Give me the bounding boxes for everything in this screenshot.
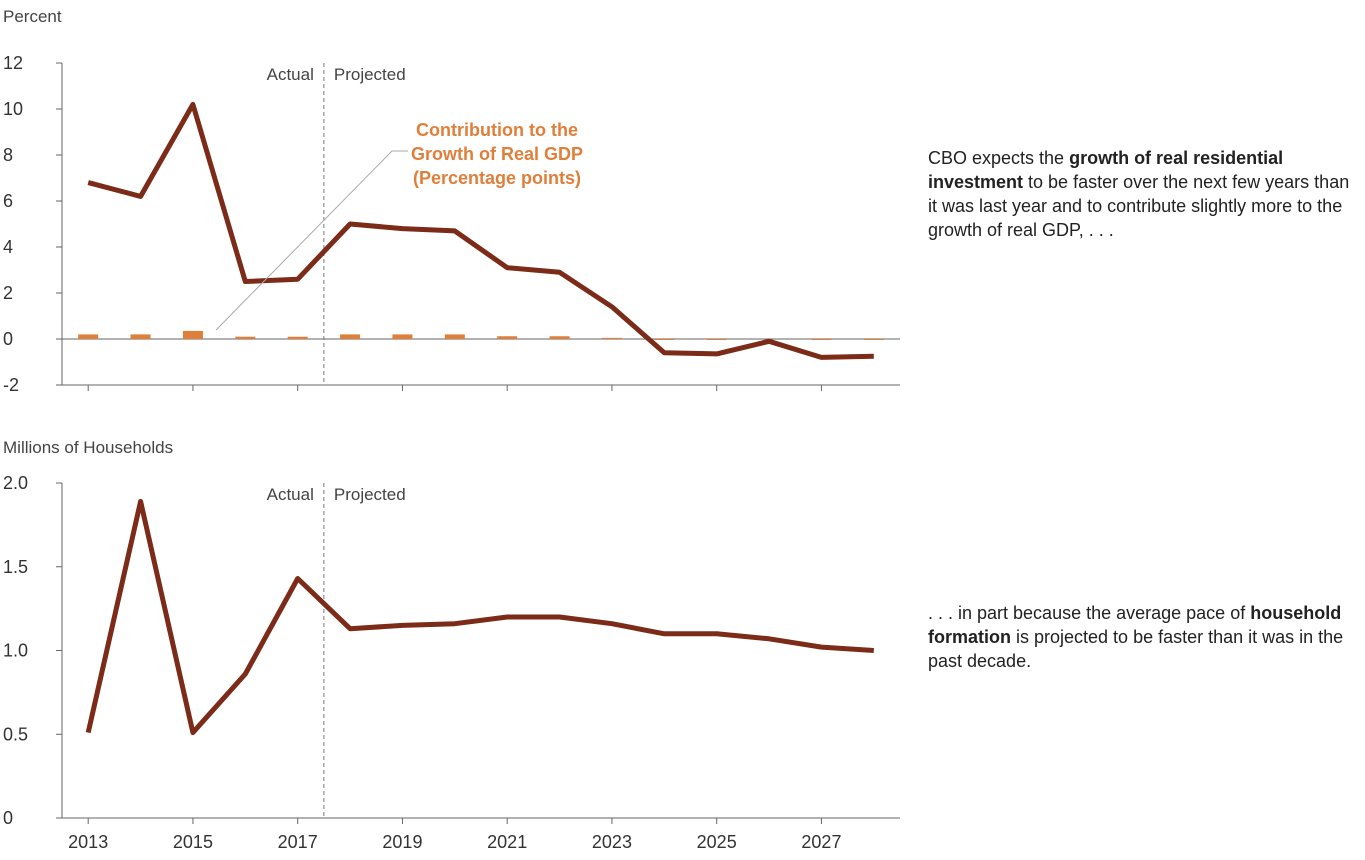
top-projected-label: Projected <box>334 65 406 84</box>
contribution-bar <box>549 336 570 339</box>
contribution-bar <box>654 339 675 340</box>
bottom-y-tick-label: 0.5 <box>3 724 28 744</box>
annotation-line-1: Contribution to the <box>416 120 578 140</box>
top-y-tick-label: 10 <box>3 99 23 119</box>
contribution-bar <box>811 339 832 340</box>
bottom-y-axis-label: Millions of Households <box>3 438 173 457</box>
contribution-bar <box>287 336 308 339</box>
contribution-bar <box>340 334 361 339</box>
contribution-bar <box>444 334 465 339</box>
bottom-x-tick-label: 2021 <box>487 832 527 852</box>
contribution-bar <box>497 336 518 339</box>
bottom-y-tick-label: 1.5 <box>3 557 28 577</box>
top-y-tick-label: 6 <box>3 191 13 211</box>
bottom-x-tick-label: 2015 <box>173 832 213 852</box>
note-households: . . . in part because the average pace o… <box>928 601 1358 673</box>
contribution-bar <box>78 334 99 339</box>
residential-investment-chart: Percent 12 10 8 6 4 2 0 -2 Actual Projected Contr… <box>3 7 900 395</box>
bottom-x-tick-label: 2025 <box>697 832 737 852</box>
note-investment-bold: growth of real residential investment <box>928 148 1284 192</box>
annotation-line-3: (Percentage points) <box>413 168 581 188</box>
note-households-text-1: . . . in part because the average pace o… <box>928 603 1251 623</box>
note-households-text-2: is projected to be faster than it was in… <box>928 627 1344 671</box>
top-actual-label: Actual <box>267 65 314 84</box>
annotation-leader-line <box>215 150 408 331</box>
contribution-bar <box>863 339 884 340</box>
bottom-x-tick-label: 2023 <box>592 832 632 852</box>
bottom-x-tick-label: 2027 <box>801 832 841 852</box>
top-y-tick-label: 8 <box>3 145 13 165</box>
top-y-tick-label: 0 <box>3 329 13 349</box>
bottom-y-tick-label: 0 <box>3 808 13 828</box>
note-investment: CBO expects the growth of real residenti… <box>928 146 1358 242</box>
contribution-bar <box>601 337 622 339</box>
annotation-line-2: Growth of Real GDP <box>411 144 583 164</box>
contribution-bar <box>235 336 256 339</box>
bottom-actual-label: Actual <box>267 485 314 504</box>
top-y-tick-label: 4 <box>3 237 13 257</box>
bottom-x-tick-label: 2013 <box>68 832 108 852</box>
bottom-y-tick-label: 2.0 <box>3 473 28 493</box>
top-y-tick-label: 2 <box>3 283 13 303</box>
bottom-x-tick-label: 2017 <box>278 832 318 852</box>
bottom-projected-label: Projected <box>334 485 406 504</box>
contribution-bar <box>130 334 151 339</box>
top-y-tick-label: -2 <box>3 375 19 395</box>
bottom-x-tick-label: 2019 <box>382 832 422 852</box>
bottom-y-tick-label: 1.0 <box>3 641 28 661</box>
top-y-axis-label: Percent <box>3 7 62 26</box>
contribution-bar <box>392 334 413 339</box>
note-investment-text-2: to be faster over the next few years tha… <box>928 172 1350 240</box>
household-formation-chart: Millions of Households 2.0 1.5 1.0 0.5 0 Actu… <box>3 438 900 852</box>
contribution-bar <box>182 330 203 339</box>
residential-investment-growth-line <box>87 101 874 360</box>
contribution-bar <box>706 339 727 340</box>
contribution-annotation: Contribution to the Growth of Real GDP (… <box>215 120 583 331</box>
note-households-bold: household formation <box>928 603 1342 647</box>
top-y-tick-label: 12 <box>3 53 23 73</box>
household-formation-line <box>85 498 874 736</box>
note-investment-text-1: CBO expects the <box>928 148 1070 168</box>
